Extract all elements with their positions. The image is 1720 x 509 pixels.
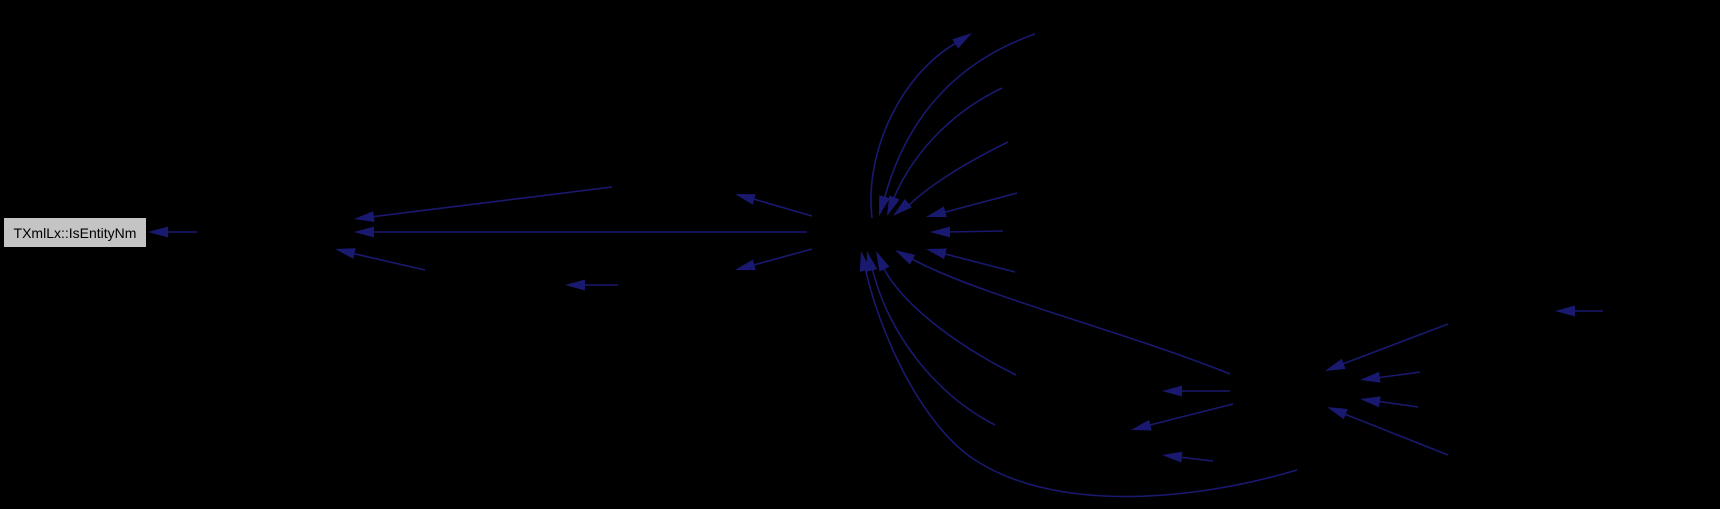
- edge-23-line: [1375, 371, 1421, 379]
- edge-16-line: [880, 262, 1017, 376]
- edge-12-line: [941, 192, 1018, 214]
- edge-3-arrowhead-icon: [354, 226, 374, 238]
- edge-2-arrowhead-icon: [354, 211, 375, 223]
- edge-21-arrowhead-icon: [1162, 451, 1183, 463]
- edge-21-line: [1177, 456, 1214, 462]
- edge-13-line: [945, 230, 1004, 233]
- edge-20-line: [1145, 403, 1234, 427]
- edge-19-arrowhead-icon: [1162, 385, 1182, 397]
- edge-16-arrowhead-icon: [876, 251, 890, 272]
- edge-23-arrowhead-icon: [1360, 371, 1381, 383]
- edge-24-line: [1375, 400, 1419, 408]
- edge-10-arrowhead-icon: [887, 195, 900, 216]
- edge-26-arrowhead-icon: [1555, 305, 1575, 317]
- edge-4-line: [350, 252, 426, 271]
- edge-18-line: [863, 262, 1298, 498]
- edge-18-arrowhead-icon: [859, 251, 871, 272]
- edge-15-arrowhead-icon: [895, 250, 916, 265]
- edge-11-line: [903, 141, 1009, 211]
- edge-15-line: [909, 257, 1231, 375]
- edge-22-line: [1339, 323, 1449, 366]
- edge-11-arrowhead-icon: [893, 198, 912, 216]
- edge-25-arrowhead-icon: [1327, 407, 1348, 420]
- edge-1-arrowhead-icon: [148, 226, 168, 238]
- edge-5-line: [749, 197, 813, 217]
- edge-12-arrowhead-icon: [926, 206, 947, 218]
- edge-24-arrowhead-icon: [1360, 396, 1381, 408]
- edge-9-line: [881, 33, 1036, 209]
- edge-22-arrowhead-icon: [1325, 358, 1346, 371]
- edge-10-line: [889, 87, 1003, 209]
- edge-17-line: [870, 262, 996, 426]
- edge-14-line: [944, 253, 1016, 273]
- edge-2-line: [369, 186, 613, 218]
- edge-6-arrowhead-icon: [735, 259, 756, 271]
- edge-9-arrowhead-icon: [879, 195, 890, 216]
- edge-8-line: [870, 41, 959, 219]
- edge-14-arrowhead-icon: [926, 248, 947, 260]
- edge-25-line: [1341, 412, 1449, 456]
- edge-4-arrowhead-icon: [335, 248, 356, 259]
- edge-7-arrowhead-icon: [565, 279, 585, 291]
- graph-node-root: TXmlLx::IsEntityNm: [4, 218, 146, 247]
- edge-6-line: [749, 248, 813, 267]
- edge-20-arrowhead-icon: [1131, 419, 1152, 431]
- edge-8-arrowhead-icon: [952, 33, 972, 49]
- edge-5-arrowhead-icon: [735, 194, 756, 205]
- edge-17-arrowhead-icon: [866, 251, 878, 272]
- edge-13-arrowhead-icon: [930, 226, 950, 238]
